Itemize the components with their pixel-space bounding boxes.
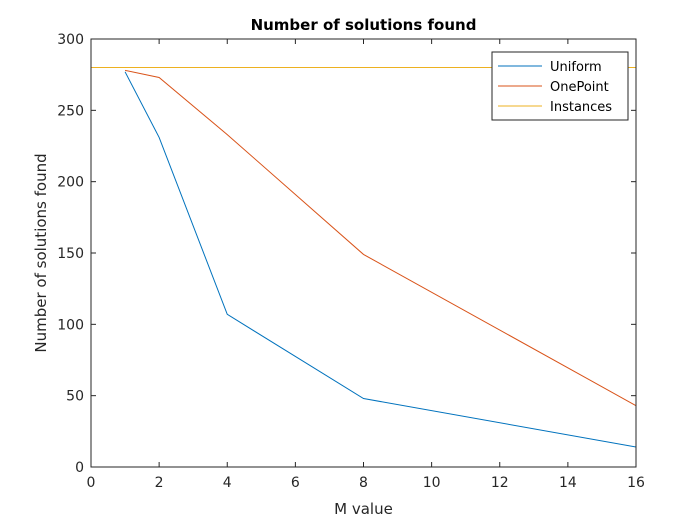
y-tick-label: 0 <box>75 460 84 476</box>
x-tick-label: 8 <box>359 475 368 491</box>
x-tick-label: 6 <box>291 475 300 491</box>
x-tick-label: 10 <box>423 475 441 491</box>
ticks-layer: 0 2 4 6 8 10 12 14 16 0 50 100 150 200 250 300 <box>57 32 645 491</box>
y-tick-label: 150 <box>57 246 84 262</box>
x-tick-label: 2 <box>155 475 164 491</box>
x-axis-label: M value <box>334 500 393 518</box>
y-tick-label: 250 <box>57 103 84 119</box>
y-tick-label: 100 <box>57 317 84 333</box>
y-tick-label: 300 <box>57 32 84 48</box>
x-tick-label: 16 <box>627 475 645 491</box>
plot-frame <box>90 38 637 468</box>
y-tick-label: 50 <box>66 389 84 405</box>
x-tick-label: 4 <box>223 475 232 491</box>
legend: Uniform OnePoint Instances <box>491 51 629 121</box>
x-tick-label: 12 <box>491 475 509 491</box>
y-tick-label: 200 <box>57 175 84 191</box>
chart-title: Number of solutions found <box>251 16 477 34</box>
legend-label-instances: Instances <box>550 100 612 115</box>
x-tick-label: 14 <box>559 475 577 491</box>
series-line-onepoint <box>124 69 637 407</box>
series-line-uniform <box>124 71 637 448</box>
x-tick-label: 0 <box>87 475 96 491</box>
y-axis-label: Number of solutions found <box>32 153 50 352</box>
legend-label-onepoint: OnePoint <box>550 80 609 95</box>
legend-label-uniform: Uniform <box>550 60 602 75</box>
